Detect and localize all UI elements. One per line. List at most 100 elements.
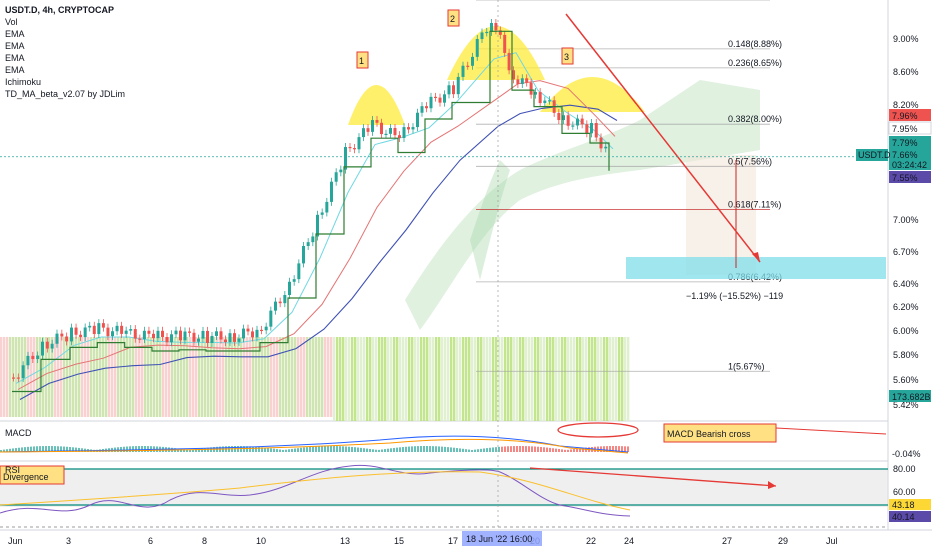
indicator-ema-2[interactable]: EMA [5,41,25,51]
volume-bar [366,337,369,421]
candle-body [438,97,442,103]
volume-bar [192,337,195,417]
macd-histogram-bar [498,446,500,452]
pattern-number: 2 [450,14,455,24]
macd-histogram-bar [618,446,620,452]
macd-histogram-bar [399,447,401,452]
macd-histogram-bar [321,446,323,452]
volume-bar [498,337,501,421]
macd-histogram-bar [501,446,503,452]
candle-body [557,112,561,121]
volume-bar [159,337,162,417]
candle-body [50,343,54,349]
indicator-ichimoku[interactable]: Ichimoku [5,77,42,87]
volume-bar [414,337,417,421]
candle-body [334,172,338,182]
volume-bar [585,337,588,421]
indicator-td-ma[interactable]: TD_MA_beta_v2.07 by JDLim [5,89,126,99]
macd-histogram-bar [627,446,629,452]
macd-histogram-bar [312,446,314,452]
macd-histogram-bar [249,446,251,452]
symbol-title[interactable]: USDT.D, 4h, CRYPTOCAP [5,5,115,15]
macd-histogram-bar [18,447,20,452]
volume-bar [285,337,288,417]
candle-body [278,301,282,304]
macd-histogram-bar [366,448,368,452]
indicator-vol[interactable]: Vol [5,17,18,27]
candle-body [79,334,83,338]
volume-bar [135,337,138,417]
candle-body [74,327,78,335]
price-tick-label: 5.42% [893,400,919,410]
macd-histogram-bar [504,446,506,452]
candle-body [490,23,493,32]
volume-bar [381,337,384,421]
macd-histogram-bar [297,448,299,452]
volume-bar [624,337,627,421]
macd-value-bg [889,448,931,460]
volume-bar [243,337,246,417]
price-badge [889,148,931,160]
volume-bar [132,337,135,417]
price-badge [889,136,931,148]
candle-body [170,334,173,343]
volume-bar [231,337,234,417]
rsi-annotation-text: Divergence [3,472,49,482]
volume-bar [435,337,438,421]
volume-bar [510,337,513,421]
candle-body [516,79,520,85]
volume-bar [501,337,504,421]
macd-histogram-bar [483,448,485,452]
macd-histogram-bar [474,449,476,452]
volume-bar [552,337,555,421]
candle-body [503,34,507,53]
macd-histogram-bar [282,449,284,452]
volume-bar [249,337,252,417]
macd-histogram-bar [522,446,524,452]
volume-bar [48,337,51,417]
candle-body [543,100,547,104]
head-shoulders-dome [540,77,645,112]
indicator-ema-4[interactable]: EMA [5,65,25,75]
volume-bar [522,337,525,421]
candle-body [416,112,419,128]
indicator-ema-1[interactable]: EMA [5,29,25,39]
candle-body [302,246,305,264]
volume-bar [579,337,582,421]
macd-histogram-bar [261,447,263,452]
macd-histogram-bar [612,446,614,452]
time-axis-label: Jul [826,536,838,546]
macd-histogram-bar [552,448,554,452]
volume-bar [102,337,105,417]
macd-histogram-bar [372,449,374,452]
volume-bar [591,337,594,421]
macd-histogram-bar [126,446,128,452]
indicator-legend: USDT.D, 4h, CRYPTOCAP Vol EMA EMA EMA EM… [5,4,125,100]
candle-body [320,212,324,215]
volume-bar [492,337,495,421]
macd-histogram-bar [438,446,440,452]
price-badge [889,109,931,121]
volume-bar [570,337,573,421]
price-badge-label: 7.96% [892,111,918,121]
volume-bar [387,337,390,421]
candle-body [70,327,73,342]
macd-histogram-bar [486,448,488,452]
volume-bar [339,337,342,421]
volume-bar [321,337,324,417]
volume-bar [84,337,87,417]
macd-histogram-bar [513,446,515,452]
macd-histogram-bar [9,448,11,452]
indicator-ema-3[interactable]: EMA [5,53,25,63]
volume-bar [156,337,159,417]
macd-histogram-bar [6,449,8,452]
candle-body [269,310,273,327]
candle-body [251,331,254,338]
volume-bar [597,337,600,421]
volume-bar [504,337,507,421]
macd-histogram-bar [528,446,530,452]
candle-body [576,118,579,126]
volume-bar [261,337,264,417]
macd-histogram-bar [351,446,353,452]
